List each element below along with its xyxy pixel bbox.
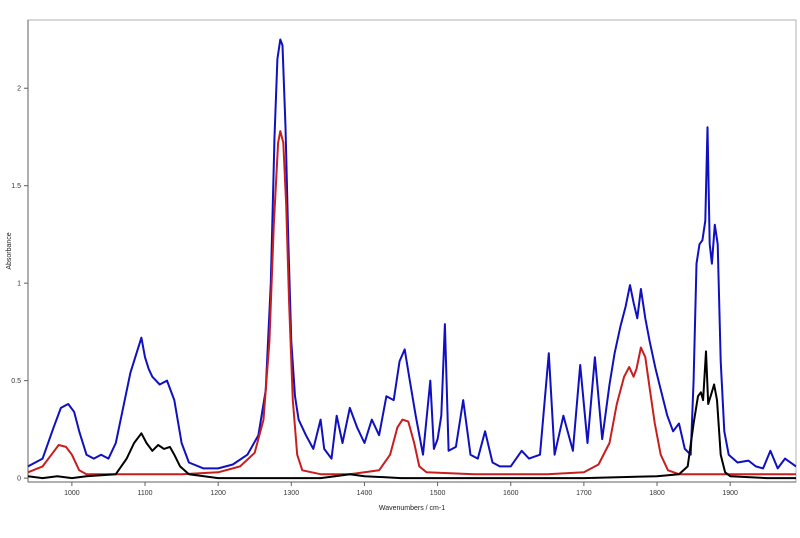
series-line-blue bbox=[27, 38, 797, 470]
x-tick-label: 1200 bbox=[210, 490, 226, 497]
x-tick-label: 1700 bbox=[576, 490, 592, 497]
plot-frame bbox=[27, 19, 797, 483]
y-axis-ticks: 0 0.5 1 1.5 2 bbox=[11, 86, 28, 483]
x-tick-label: 1100 bbox=[137, 490, 152, 497]
x-tick-label: 1000 bbox=[64, 490, 80, 497]
y-tick-label: 0.5 bbox=[11, 378, 21, 385]
x-axis-ticks: 1000 1100 1200 1300 1400 1500 1600 1700 1800 1900 bbox=[64, 482, 738, 497]
y-tick-label: 1.5 bbox=[11, 183, 21, 190]
x-tick-label: 1800 bbox=[649, 490, 665, 497]
series-line-red bbox=[27, 130, 796, 476]
x-tick-label: 1300 bbox=[284, 490, 300, 497]
x-tick-label: 1900 bbox=[722, 490, 738, 497]
series-line-black bbox=[27, 350, 796, 480]
y-tick-label: 0 bbox=[17, 476, 21, 483]
x-tick-label: 1600 bbox=[503, 490, 519, 497]
y-axis-label: Absorbance bbox=[6, 232, 13, 269]
x-tick-label: 1500 bbox=[430, 490, 446, 497]
y-tick-label: 1 bbox=[17, 281, 21, 288]
x-axis-label: Wavenumbers / cm-1 bbox=[379, 505, 445, 512]
x-tick-label: 1400 bbox=[357, 490, 373, 497]
y-tick-label: 2 bbox=[17, 86, 21, 93]
series-layer bbox=[27, 38, 797, 480]
